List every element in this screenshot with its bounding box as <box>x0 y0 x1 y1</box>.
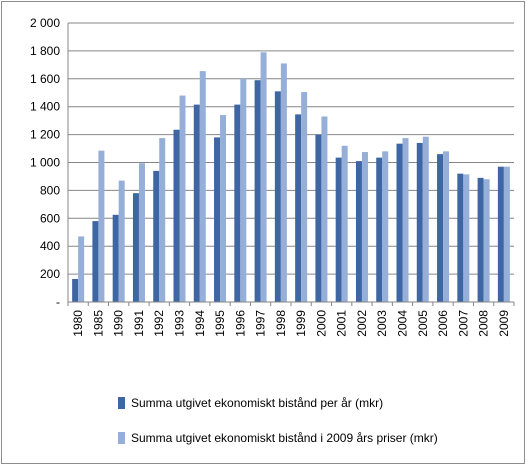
bar-series-1-1991 <box>132 193 139 302</box>
bar-series-1-2001 <box>335 157 342 302</box>
bar-series-2-2004 <box>402 138 409 302</box>
x-tick-label: 1980 <box>71 310 85 337</box>
bar-series-1-1997 <box>254 80 261 302</box>
axes <box>67 23 515 306</box>
bar-series-1-1990 <box>112 214 119 302</box>
bar-series-1-2006 <box>437 154 444 302</box>
bar-series-1-2008 <box>477 177 484 302</box>
y-tick-label: 1 600 <box>30 72 60 86</box>
y-tick-label: 2 000 <box>30 16 60 30</box>
x-tick-label: 2005 <box>416 310 430 337</box>
x-tick-label: 1994 <box>193 310 207 337</box>
bar-series-2-2006 <box>443 151 450 302</box>
x-tick-label: 2003 <box>375 310 389 337</box>
bar-series-1-1996 <box>234 104 241 302</box>
bars <box>72 52 510 303</box>
legend-swatch-series-2 <box>118 432 125 444</box>
x-tick-label: 2006 <box>436 310 450 337</box>
bar-series-2-1994 <box>199 71 206 302</box>
bar-series-1-2005 <box>416 142 423 302</box>
bar-series-1-1980 <box>72 278 79 302</box>
bar-series-2-1997 <box>260 52 267 302</box>
bar-series-1-1993 <box>173 129 180 302</box>
bar-series-1-2000 <box>315 134 322 302</box>
x-tick-label: 1997 <box>254 310 268 337</box>
x-tick-label: 1995 <box>213 310 227 337</box>
x-tick-label: 1991 <box>132 310 146 337</box>
bar-series-2-2007 <box>463 174 470 302</box>
bar-series-2-1998 <box>280 63 287 302</box>
bar-series-2-2003 <box>382 151 389 302</box>
bar-series-2-1999 <box>301 92 308 303</box>
x-tick-label: 2002 <box>355 310 369 337</box>
bar-series-2-2008 <box>483 179 490 302</box>
x-tick-label: 1985 <box>91 310 105 337</box>
bar-series-2-1996 <box>240 78 247 302</box>
bar-series-1-2009 <box>497 166 504 302</box>
legend-item-series-1: Summa utgivet ekonomiskt bistånd per år … <box>118 396 383 410</box>
bar-series-1-2004 <box>396 143 403 302</box>
bar-series-2-2000 <box>321 116 328 302</box>
bar-series-1-1992 <box>153 170 160 302</box>
x-tick-label: 1996 <box>233 310 247 337</box>
legend-label-series-2: Summa utgivet ekonomiskt bistånd i 2009 … <box>131 431 438 445</box>
bar-series-1-1994 <box>193 104 200 302</box>
bar-series-2-1980 <box>78 236 85 302</box>
y-tick-label: 1 000 <box>30 156 60 170</box>
x-tick-label: 2000 <box>314 310 328 337</box>
bar-series-2-1992 <box>159 138 166 302</box>
bar-series-1-2002 <box>355 161 362 302</box>
bar-series-1-2003 <box>376 157 383 302</box>
y-tick-label: 1 400 <box>30 100 60 114</box>
bar-series-1-1985 <box>92 221 99 302</box>
bar-series-2-2002 <box>361 152 368 302</box>
bar-series-1-1995 <box>214 137 221 302</box>
y-tick-labels: - 200 400 600 800 1 000 1 200 1 400 1 600 1 800 2 … <box>30 16 60 309</box>
bar-series-2-1991 <box>138 163 145 302</box>
bar-series-2-1993 <box>179 95 186 302</box>
y-tick-label: 200 <box>40 267 60 281</box>
bar-series-2-1985 <box>98 150 105 302</box>
y-tick-label: 600 <box>40 211 60 225</box>
legend-swatch-series-1 <box>118 397 125 409</box>
bar-series-2-2001 <box>341 145 348 302</box>
bar-series-1-1998 <box>274 91 281 302</box>
x-tick-labels: 1980 1985 1990 1991 1992 1993 1994 1995 1996 1997… <box>71 310 511 337</box>
x-tick-label: 1990 <box>112 310 126 337</box>
x-tick-label: 2009 <box>497 310 511 337</box>
legend-item-series-2: Summa utgivet ekonomiskt bistånd i 2009 … <box>118 431 438 445</box>
bar-series-1-1999 <box>295 114 302 302</box>
y-tick-label: 1 800 <box>30 44 60 58</box>
y-tick-label: 400 <box>40 239 60 253</box>
x-tick-label: 1992 <box>152 310 166 337</box>
x-tick-label: 1998 <box>274 310 288 337</box>
x-tick-label: 2008 <box>477 310 491 337</box>
y-tick-label: - <box>56 295 60 309</box>
x-tick-label: 2001 <box>335 310 349 337</box>
bar-series-1-2007 <box>457 173 464 302</box>
bar-series-2-2009 <box>503 166 510 302</box>
y-tick-label: 800 <box>40 183 60 197</box>
x-tick-label: 2007 <box>456 310 470 337</box>
bar-series-2-2005 <box>422 136 429 302</box>
legend-label-series-1: Summa utgivet ekonomiskt bistånd per år … <box>131 396 384 410</box>
bar-series-2-1995 <box>220 115 227 302</box>
y-tick-label: 1 200 <box>30 128 60 142</box>
bar-series-2-1990 <box>118 180 125 302</box>
x-tick-label: 1993 <box>173 310 187 337</box>
x-tick-label: 2004 <box>396 310 410 337</box>
x-tick-label: 1999 <box>294 310 308 337</box>
